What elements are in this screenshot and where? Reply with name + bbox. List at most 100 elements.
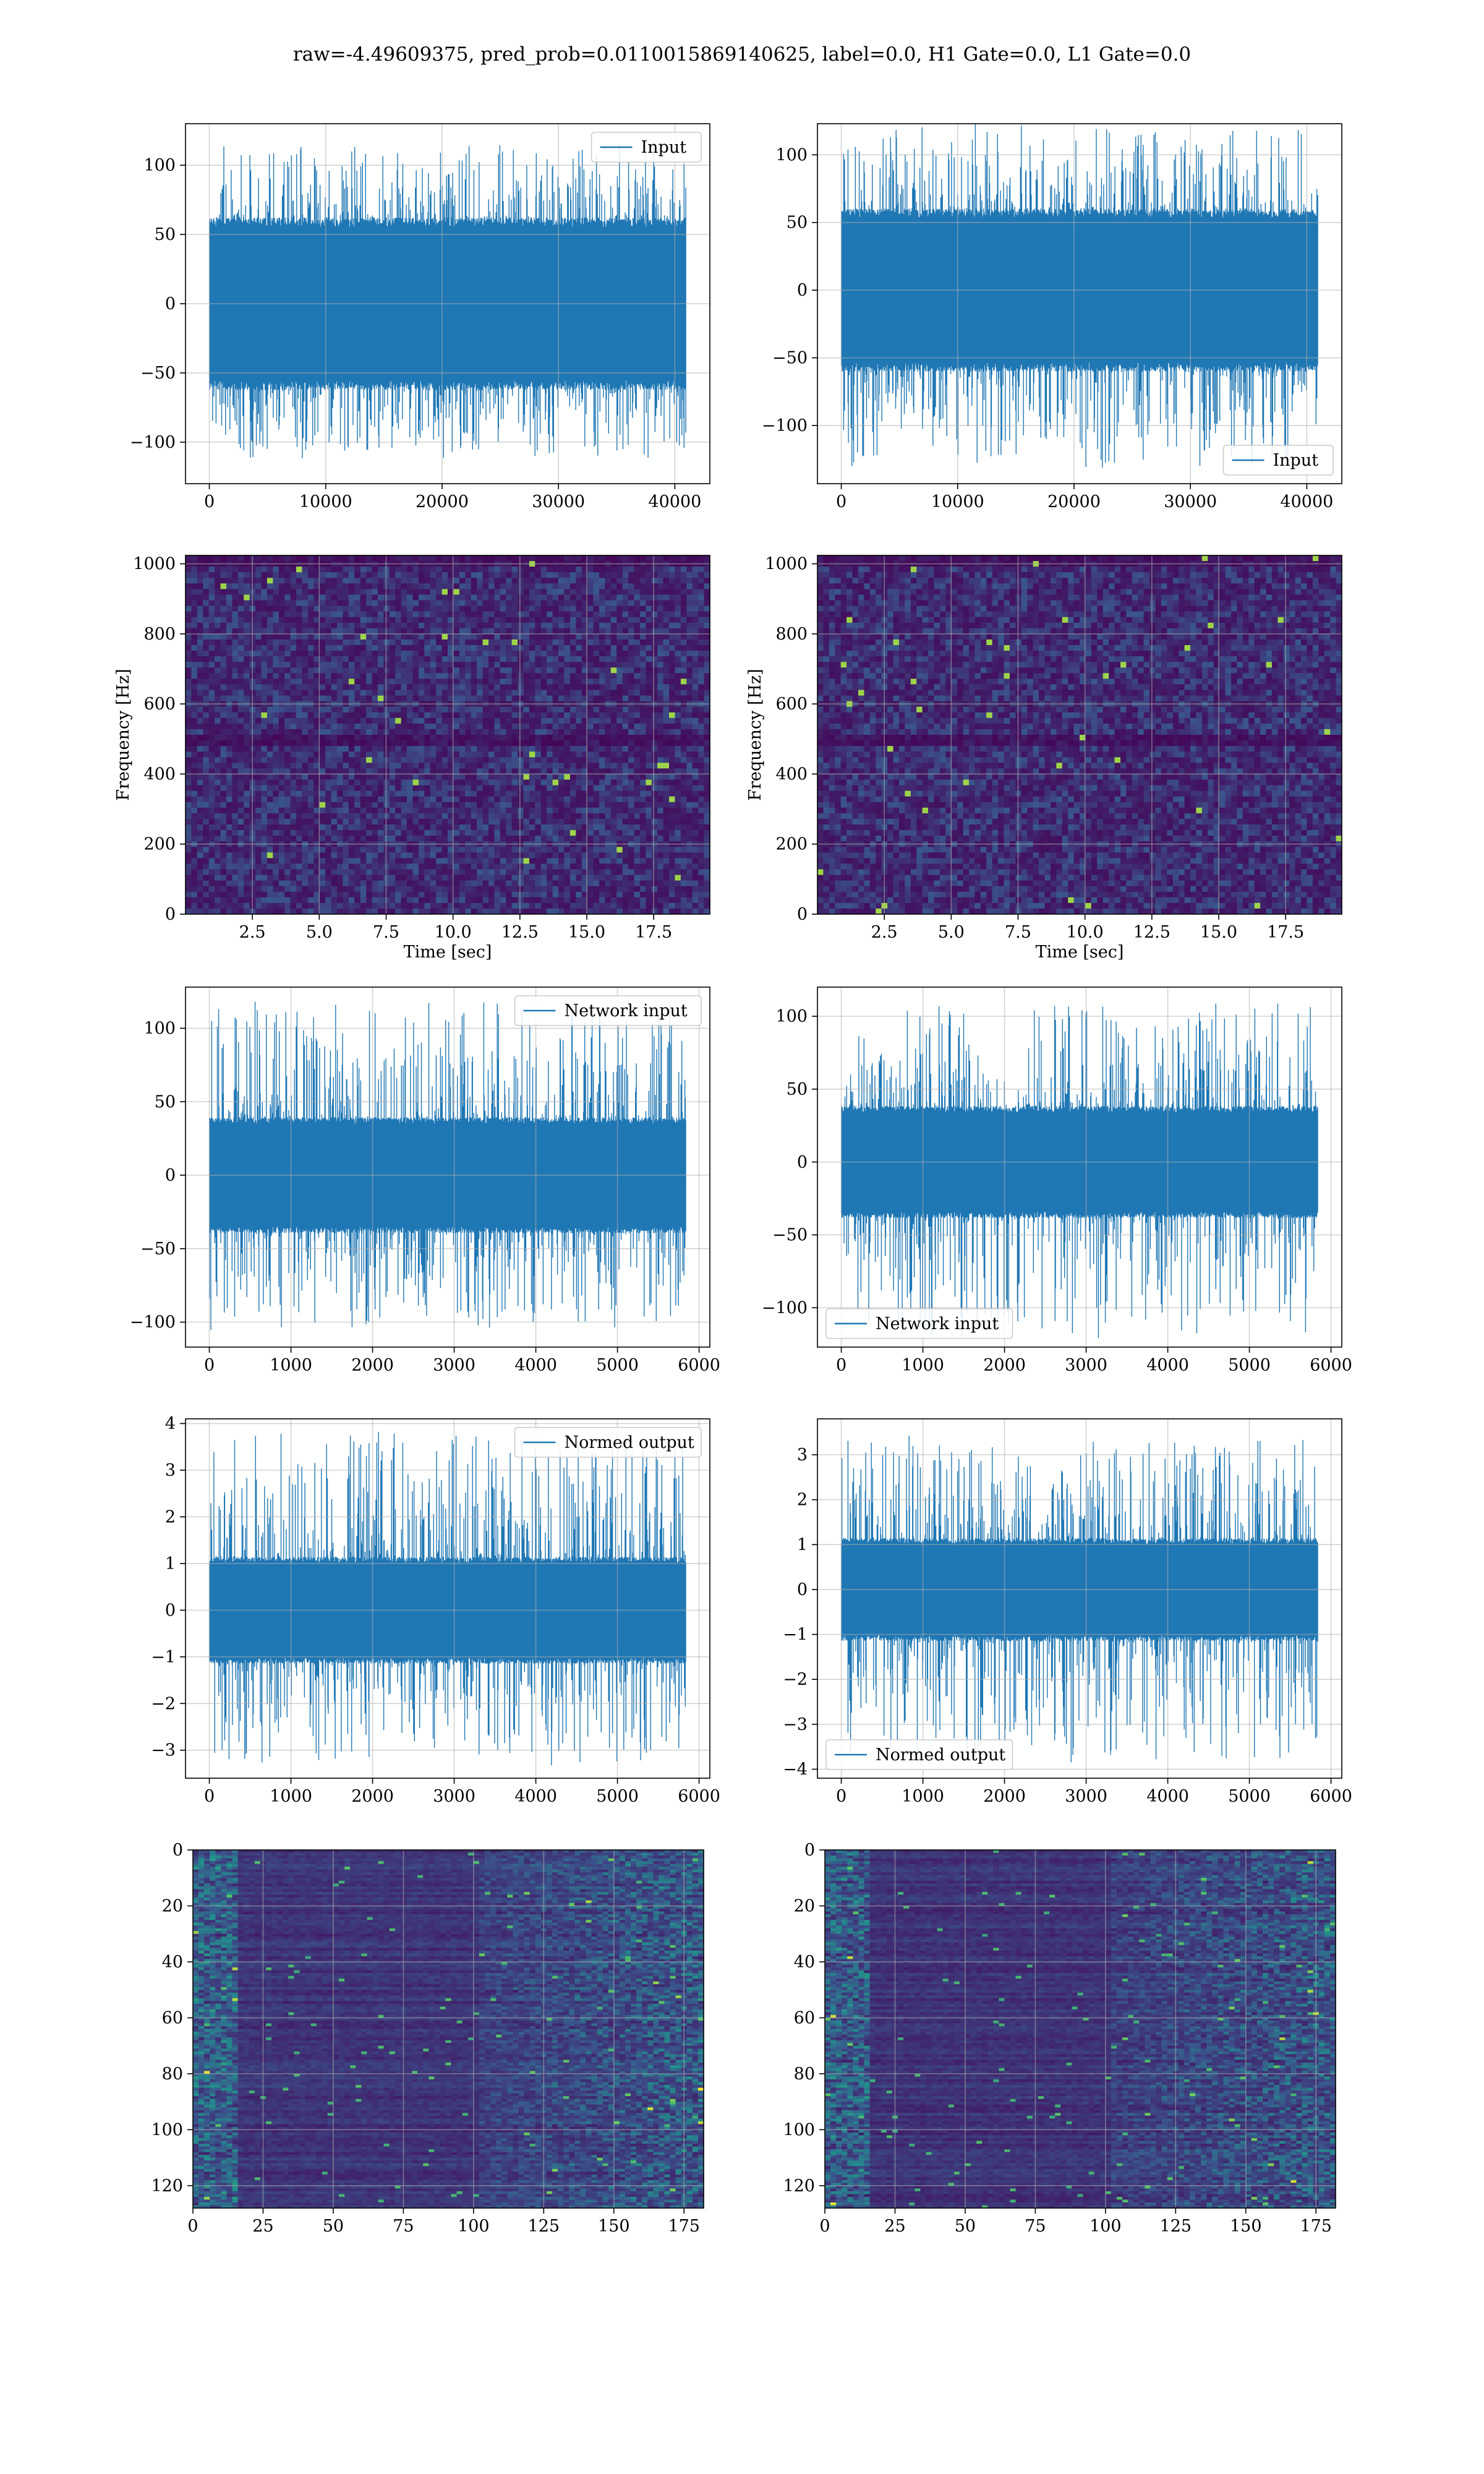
heatmap-cell xyxy=(669,785,675,792)
heatmap-cell xyxy=(500,790,506,797)
heatmap-cell xyxy=(313,717,320,724)
heatmap-cell xyxy=(459,847,466,853)
heatmap-cell xyxy=(686,594,693,601)
heatmap-cell xyxy=(389,673,396,679)
heatmap-cell xyxy=(337,673,343,679)
heatmap-cell xyxy=(424,796,431,803)
heatmap-cell xyxy=(459,723,466,730)
heatmap-cell xyxy=(494,662,501,668)
heatmap-cell xyxy=(453,751,460,758)
heatmap-cell xyxy=(680,639,687,646)
heatmap-cell xyxy=(436,611,443,618)
heatmap-cell xyxy=(704,768,710,775)
heatmap-cell xyxy=(273,735,279,741)
heatmap-cell xyxy=(261,684,268,691)
heatmap-cell xyxy=(244,796,250,803)
heatmap-cell xyxy=(500,673,506,679)
heatmap-cell xyxy=(471,622,477,629)
heatmap-cell xyxy=(605,774,612,781)
heatmap-cell xyxy=(407,768,413,775)
heatmap-cell xyxy=(418,802,425,808)
heatmap-cell xyxy=(698,645,705,651)
heatmap-cell xyxy=(319,656,326,662)
heatmap-cell xyxy=(267,774,273,781)
plot-area xyxy=(186,124,710,484)
heatmap-cell xyxy=(325,656,332,662)
heatmap-cell xyxy=(610,611,617,618)
heatmap-cell xyxy=(488,785,495,792)
heatmap-cell xyxy=(331,633,338,640)
heatmap-cell xyxy=(343,645,349,651)
heatmap-cell xyxy=(500,852,506,858)
heatmap-cell xyxy=(325,796,332,803)
heatmap-cell xyxy=(319,606,326,612)
heatmap-cell xyxy=(639,818,646,825)
heatmap-cell xyxy=(343,589,349,596)
heatmap-cell xyxy=(302,578,309,584)
heatmap-cell xyxy=(698,813,705,820)
heatmap-cell xyxy=(500,785,506,792)
heatmap-cell xyxy=(680,824,687,831)
heatmap-cell xyxy=(377,645,384,651)
heatmap-cell xyxy=(558,813,565,820)
heatmap-cell xyxy=(634,678,641,685)
heatmap-cell xyxy=(482,589,489,596)
heatmap-cell xyxy=(518,802,524,808)
heatmap-cell xyxy=(337,757,343,763)
heatmap-cell xyxy=(186,606,192,612)
heatmap-cell xyxy=(215,594,221,601)
heatmap-cell xyxy=(331,796,338,803)
heatmap-cell xyxy=(302,779,309,786)
heatmap-cell xyxy=(395,578,402,584)
heatmap-cell xyxy=(348,639,355,646)
heatmap-cell xyxy=(337,606,343,612)
heatmap-cell xyxy=(558,790,565,797)
heatmap-cell xyxy=(313,785,320,792)
heatmap-cell xyxy=(628,656,635,662)
heatmap-cell xyxy=(593,606,600,612)
heatmap-cell xyxy=(616,830,623,836)
heatmap-cell xyxy=(325,712,332,719)
heatmap-cell xyxy=(313,779,320,786)
heatmap-cell xyxy=(307,611,314,618)
heatmap-cell xyxy=(610,567,617,573)
heatmap-cell xyxy=(372,572,378,578)
heatmap-cell xyxy=(343,807,349,814)
heatmap-cell xyxy=(360,751,367,758)
heatmap-cell xyxy=(203,807,210,814)
heatmap-cell xyxy=(698,690,705,696)
heatmap-cell xyxy=(704,606,710,612)
heatmap-cell xyxy=(639,567,646,573)
heatmap-cell xyxy=(208,790,215,797)
heatmap-cell xyxy=(215,684,221,691)
heatmap-cell xyxy=(646,836,652,842)
heatmap-cell xyxy=(564,847,571,853)
heatmap-cell xyxy=(331,667,338,674)
heatmap-cell xyxy=(692,706,699,713)
heatmap-cell xyxy=(686,852,693,858)
heatmap-cell xyxy=(552,717,559,724)
heatmap-cell xyxy=(354,790,361,797)
heatmap-cell xyxy=(639,824,646,831)
heatmap-cell xyxy=(669,740,675,747)
heatmap-cell xyxy=(680,712,687,719)
heatmap-cell xyxy=(471,667,477,674)
heatmap-cell xyxy=(523,645,530,651)
heatmap-cell xyxy=(220,790,227,797)
heatmap-cell xyxy=(197,852,203,858)
heatmap-cell xyxy=(506,768,513,775)
heatmap-cell xyxy=(634,802,641,808)
heatmap-cell xyxy=(675,830,681,836)
heatmap-cell xyxy=(360,818,367,825)
heatmap-cell xyxy=(430,807,437,814)
heatmap-cell xyxy=(273,617,279,623)
heatmap-cell xyxy=(494,768,501,775)
heatmap-cell xyxy=(663,684,670,691)
heatmap-cell xyxy=(576,768,582,775)
heatmap-cell xyxy=(296,735,302,741)
heatmap-cell xyxy=(186,774,192,781)
heatmap-cell xyxy=(680,628,687,635)
heatmap-cell xyxy=(203,813,210,820)
heatmap-cell xyxy=(360,589,367,596)
heatmap-cell xyxy=(215,690,221,696)
